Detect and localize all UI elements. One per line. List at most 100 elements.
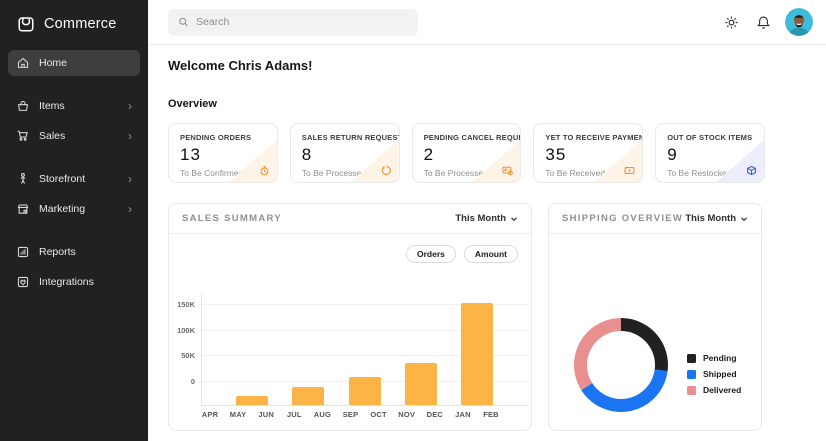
bar [404, 363, 437, 405]
stat-value: 8 [301, 145, 313, 164]
bar [292, 386, 325, 405]
avatar[interactable] [785, 8, 813, 36]
legend-item-shipped: Shipped [687, 366, 741, 382]
commerce-bag-icon [18, 17, 34, 32]
stat-card-out-of-stock[interactable]: OUT OF STOCK ITEMS 9 To Be Restocked [655, 123, 765, 183]
chevron-right-icon: › [128, 129, 132, 143]
stat-value: 2 [423, 145, 435, 164]
overview-label: Overview [168, 98, 217, 110]
chevron-right-icon: › [128, 172, 132, 186]
integrations-icon [17, 276, 29, 288]
y-axis-tick: 50K [181, 351, 195, 360]
sidebar-item-storefront[interactable]: Storefront › [8, 166, 140, 192]
stock-box-icon [745, 164, 758, 177]
legend-item-pending: Pending [687, 350, 741, 366]
amount-toggle-button[interactable]: Amount [463, 245, 518, 263]
main-content: Welcome Chris Adams! Overview PENDING OR… [148, 45, 826, 441]
stat-subtitle: To Be Restocked [667, 168, 732, 178]
search-box [168, 8, 418, 36]
stat-cards-row: PENDING ORDERS 13 To Be Confirmed SALES … [168, 123, 765, 183]
items-icon [18, 101, 28, 111]
marketing-icon [17, 204, 29, 214]
x-axis-tick: APR [201, 410, 219, 419]
search-input[interactable] [196, 16, 408, 28]
y-axis-tick: 100K [177, 325, 195, 335]
shipping-period-dropdown[interactable]: This Month [685, 213, 748, 224]
shipping-overview-title: SHIPPING OVERVIEW [562, 213, 684, 224]
chevron-right-icon: › [128, 99, 132, 113]
home-icon [17, 57, 29, 68]
payment-card-icon [623, 164, 636, 177]
stat-card-sales-returns[interactable]: SALES RETURN REQUESTS 8 To Be Processed [289, 123, 400, 183]
settings-button[interactable] [721, 12, 741, 32]
stat-card-payments[interactable]: YET TO RECEIVE PAYMENTS 35 To Be Receive… [533, 123, 644, 183]
shipping-period-label: This Month [685, 213, 736, 224]
donut-legend: Pending Shipped Delivered [687, 350, 741, 398]
storefront-icon [20, 173, 26, 184]
y-axis-tick: 0 [190, 376, 195, 386]
stat-title: OUT OF STOCK ITEMS [667, 133, 753, 142]
avatar-photo [785, 8, 813, 36]
x-axis-tick: DEC [426, 410, 444, 419]
welcome-heading: Welcome Chris Adams! [168, 58, 313, 73]
bell-icon [756, 15, 770, 29]
sidebar-item-reports[interactable]: Reports [8, 239, 140, 265]
timer-icon [258, 164, 271, 177]
sidebar-item-integrations[interactable]: Integrations [8, 269, 140, 295]
stat-subtitle: To Be Processed [423, 168, 488, 178]
sidebar-item-home[interactable]: Home [8, 50, 140, 76]
sidebar-item-label: Integrations [39, 276, 94, 288]
sales-period-label: This Month [455, 213, 506, 224]
notifications-button[interactable] [753, 12, 773, 32]
donut-chart [574, 318, 668, 412]
stat-value: 35 [545, 145, 567, 164]
stat-subtitle: To Be Processed [301, 168, 367, 178]
gridline: 100K [177, 326, 528, 335]
stat-subtitle: To Be Received [545, 168, 605, 178]
chevron-right-icon: › [128, 202, 132, 216]
sidebar-item-label: Items [39, 100, 65, 112]
gear-icon [724, 15, 738, 29]
x-axis-tick: JUL [286, 410, 302, 419]
legend-swatch [687, 369, 696, 379]
stat-value: 9 [667, 145, 678, 164]
gridline: 150K [177, 300, 528, 309]
sales-period-dropdown[interactable]: This Month [455, 213, 518, 224]
search-icon [179, 17, 188, 27]
sidebar-item-items[interactable]: Items › [8, 93, 140, 119]
reports-icon [17, 246, 29, 258]
x-axis-tick: JUN [258, 410, 274, 419]
cancel-request-icon [501, 164, 514, 177]
chevron-down-icon [511, 216, 517, 221]
legend-label: Delivered [703, 385, 742, 395]
chevron-down-icon [741, 216, 747, 221]
sales-summary-card: SALES SUMMARY This Month Orders Amount 1… [168, 203, 532, 431]
series-toggle-row: Orders Amount [406, 245, 518, 263]
donut-hole [587, 331, 655, 399]
stat-value: 13 [180, 145, 201, 164]
sidebar-item-marketing[interactable]: Marketing › [8, 196, 140, 222]
x-axis-tick: JAN [455, 410, 471, 419]
sidebar-item-label: Reports [39, 246, 76, 258]
bar [236, 396, 269, 405]
legend-label: Pending [703, 353, 737, 363]
legend-swatch [687, 385, 696, 395]
orders-toggle-button[interactable]: Orders [406, 245, 456, 263]
topbar [148, 0, 826, 45]
sidebar-item-label: Home [39, 57, 68, 69]
stat-title: SALES RETURN REQUESTS [301, 133, 400, 142]
brand-name: Commerce [44, 16, 117, 32]
stat-subtitle: To Be Confirmed [180, 168, 244, 178]
sidebar-item-label: Marketing [39, 203, 86, 215]
sales-chart-body: Orders Amount 150K 100K 50K 0 APR MAY JUN JUL AU… [169, 235, 531, 430]
bar [460, 303, 493, 405]
sales-summary-title: SALES SUMMARY [182, 213, 282, 224]
legend-label: Shipped [703, 369, 737, 379]
stat-title: PENDING ORDERS [180, 133, 252, 142]
sidebar-item-sales[interactable]: Sales › [8, 123, 140, 149]
x-axis-tick: FEB [483, 410, 499, 419]
stat-card-pending-orders[interactable]: PENDING ORDERS 13 To Be Confirmed [168, 123, 278, 183]
sidebar: Commerce Home Items › Sales › Storefront… [0, 0, 148, 441]
undo-icon [380, 164, 393, 177]
stat-card-pending-cancels[interactable]: PENDING CANCEL REQUESTS 2 To Be Processe… [411, 123, 522, 183]
